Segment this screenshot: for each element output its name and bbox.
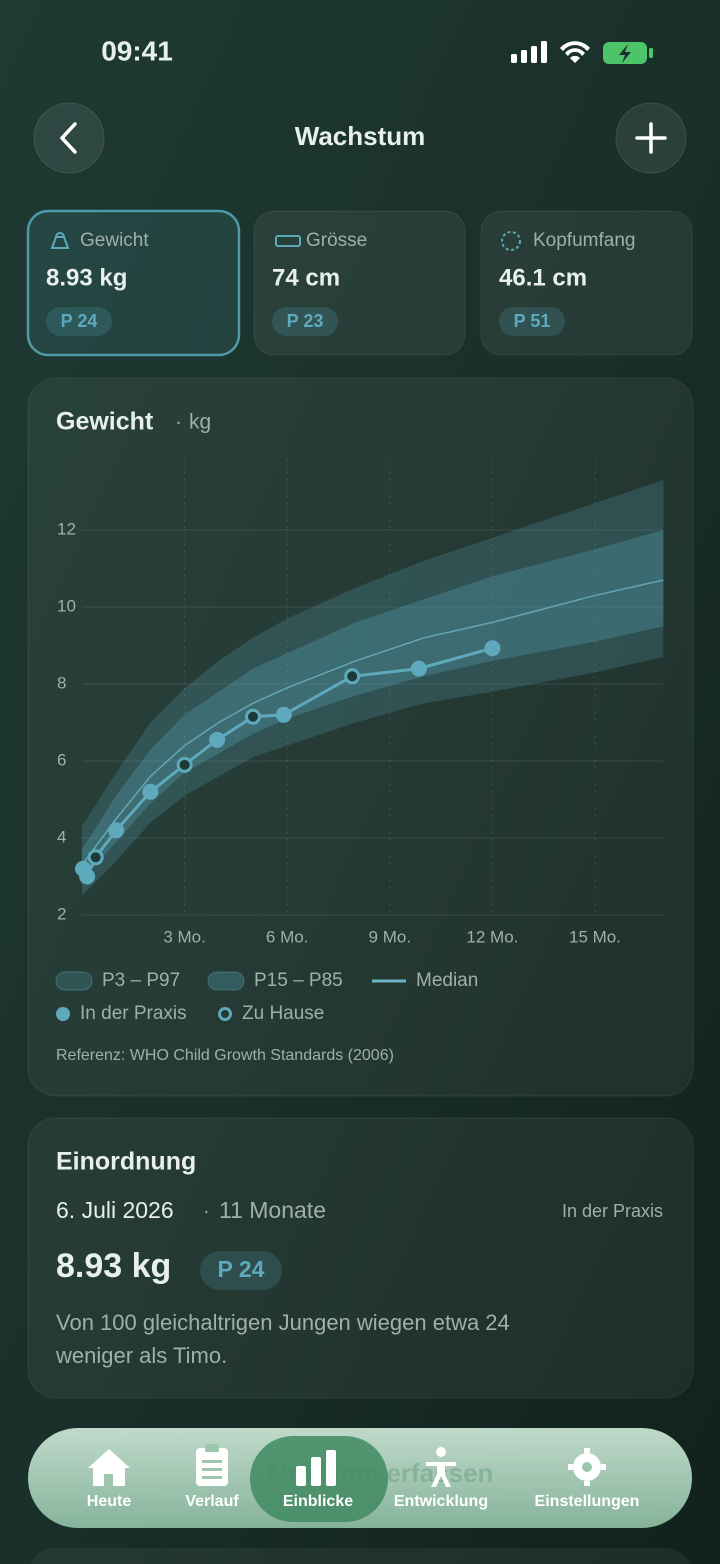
card-value: 8.93 kg [46,264,127,291]
tab-icons [88,1444,606,1487]
percentile-band [82,479,664,896]
measurement-point[interactable] [344,668,361,685]
card-icon [501,231,521,251]
metric-card[interactable] [26,209,241,357]
card-label: Kopfumfang [533,230,635,251]
assessment-age: 11 Monate [219,1197,326,1223]
tab-label[interactable]: Verlauf [185,1493,239,1510]
back-icon [60,122,77,154]
assessment-place: In der Praxis [562,1201,663,1221]
assessment-value: 8.93 kg [56,1247,171,1285]
status-icons [511,41,653,64]
chart-title: Gewicht [56,408,154,436]
y-tick-label: 8 [57,673,66,692]
tab-label[interactable]: Heute [87,1493,132,1510]
card-value: 46.1 cm [499,264,587,291]
legend-marker [218,1007,232,1021]
card-label: Grösse [306,230,367,251]
assessment-title: Einordnung [56,1148,196,1176]
card-icon [275,235,301,247]
measurement-point[interactable] [275,706,292,723]
y-tick-label: 2 [57,904,66,923]
tab-label[interactable]: Einstellungen [535,1493,640,1510]
tab-labels: Heute Verlauf Einblicke Entwicklung Einstell… [87,1493,640,1510]
header-title: Wachstum [295,121,426,151]
legend-label: Zu Hause [242,1003,324,1024]
x-tick-label: 6 Mo. [266,927,309,946]
legend-label: In der Praxis [80,1003,187,1024]
measurement-point[interactable] [410,660,427,677]
card-icon [50,232,70,249]
card-label: Gewicht [80,230,149,251]
x-tick-label: 9 Mo. [369,927,412,946]
legend-swatch [207,971,245,991]
separator: · [203,1200,210,1222]
measurement-point[interactable] [108,822,125,839]
assessment-text: Von 100 gleichaltrigen Jungen wiegen etw… [56,1310,510,1335]
assessment-text: weniger als Timo. [55,1343,227,1368]
measurement-point[interactable] [176,756,193,773]
separator: · [175,411,182,434]
legend-label: Median [416,970,478,991]
tab-label[interactable]: Einblicke [283,1493,353,1510]
y-tick-label: 4 [57,827,66,846]
x-tick-label: 15 Mo. [569,927,621,946]
chart-unit: kg [189,411,211,434]
legend-swatch [55,971,93,991]
legend-label: P15 – P85 [254,970,343,991]
card-percentile: P 51 [514,311,551,331]
status-time: 09:41 [101,35,173,66]
card-percentile: P 23 [287,311,324,331]
percentile-pill [46,307,112,336]
measurement-point[interactable] [142,783,159,800]
assessment-date: 6. Juli 2026 [56,1197,174,1223]
y-tick-label: 6 [57,750,66,769]
tab-label[interactable]: Entwicklung [394,1493,488,1510]
y-tick-label: 12 [57,519,76,538]
percentile-pill [272,307,338,336]
card-value: 74 cm [272,264,340,291]
legend-label: P3 – P97 [102,970,180,991]
median-line [81,579,664,866]
assessment-percentile: P 24 [218,1256,265,1282]
reference: Referenz: WHO Child Growth Standards (20… [56,1047,394,1064]
measurement-point[interactable] [79,868,96,885]
back-button[interactable] [33,102,105,174]
metric-cards: Gewicht 8.93 kg P 24 Grösse 74 cm P 23 Kopfumf… [26,209,693,357]
y-tick-label: 10 [57,596,76,615]
percentile-band [82,530,664,881]
chart: 2 4 6 8 10 12 3 Mo. 6 Mo. 9 Mo. 12 Mo. 15 Mo. P3 – … [55,460,664,1024]
x-tick-label: 3 Mo. [163,927,206,946]
legend-marker [56,1007,70,1021]
x-tick-label: 12 Mo. [466,927,518,946]
percentile-pill [499,307,565,336]
measurement-point[interactable] [245,708,261,725]
card-percentile: P 24 [61,311,98,331]
chart-card [27,377,694,1097]
next-card [30,1548,691,1564]
assessment-card [27,1117,694,1399]
percentile-pill [200,1251,282,1290]
measurement-point[interactable] [87,849,104,866]
measurement-point[interactable] [484,640,501,657]
metric-card[interactable] [253,210,466,356]
metric-card[interactable] [480,210,693,356]
add-icon [635,122,667,154]
measurement-point[interactable] [209,731,226,748]
